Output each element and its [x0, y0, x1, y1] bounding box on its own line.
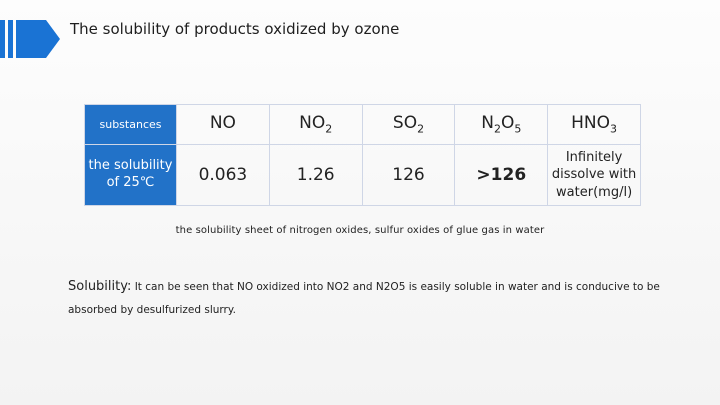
column-no2: NO2	[268, 104, 363, 145]
row-label-cell: the solubility of 25℃	[84, 144, 177, 206]
header-label-cell: substances	[84, 104, 177, 145]
table-caption: the solubility sheet of nitrogen oxides,…	[175, 225, 545, 236]
slide-title: The solubility of products oxidized by o…	[70, 20, 400, 38]
value-hno3: Infinitely dissolve with water(mg/l)	[547, 144, 641, 206]
paragraph-text: It can be seen that NO oxidized into NO2…	[68, 281, 660, 316]
value-n2o5: >126	[454, 144, 549, 206]
column-so2: SO2	[361, 104, 456, 145]
title-arrow-decoration	[0, 20, 60, 58]
table-row-values: the solubility of 25℃ 0.063 1.26 126 >12…	[84, 144, 641, 206]
value-no: 0.063	[176, 144, 270, 206]
column-no: NO	[176, 104, 270, 145]
column-hno3: HNO3	[547, 104, 641, 145]
value-so2: 126	[361, 144, 456, 206]
solubility-paragraph: Solubility: It can be seen that NO oxidi…	[68, 275, 668, 322]
paragraph-lead: Solubility:	[68, 279, 132, 294]
value-no2: 1.26	[268, 144, 363, 206]
column-n2o5: N2O5	[454, 104, 549, 145]
table-row-header: substances NO NO2 SO2 N2O5 HNO3	[84, 104, 641, 145]
solubility-table: substances NO NO2 SO2 N2O5 HNO3 the solu…	[84, 104, 641, 206]
